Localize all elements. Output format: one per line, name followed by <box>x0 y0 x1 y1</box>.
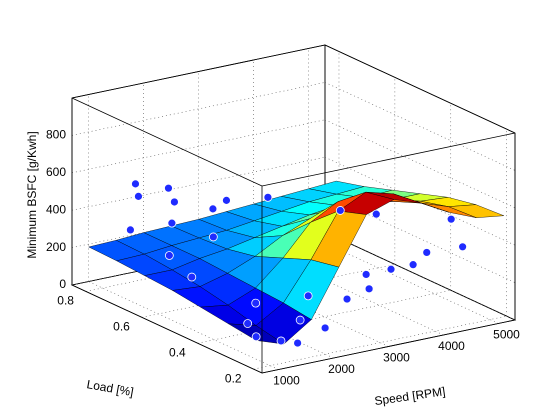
grid-line <box>324 194 516 283</box>
scatter-point <box>293 338 303 348</box>
box-edge <box>261 319 516 374</box>
x-tick-label: 5000 <box>493 328 520 342</box>
box-edge <box>71 44 326 99</box>
scatter-point <box>364 284 374 294</box>
scatter-point <box>263 192 273 202</box>
scatter-point <box>208 232 218 242</box>
y-tick-label: 0.8 <box>57 294 74 308</box>
x-axis-label: Speed [RPM] <box>374 384 447 408</box>
z-tick-label: 400 <box>46 202 66 216</box>
box-edge <box>71 97 263 187</box>
scatter-point <box>170 197 179 207</box>
scatter-point <box>408 260 418 270</box>
scatter-point <box>164 183 173 193</box>
scatter-point <box>134 191 143 201</box>
z-tick-label: 200 <box>46 240 66 254</box>
grid-line <box>324 231 516 321</box>
x-tick-label: 3000 <box>383 351 410 365</box>
scatter-point <box>303 291 313 301</box>
scatter-point <box>295 315 305 325</box>
y-tick-label: 0.6 <box>113 320 130 334</box>
x-tick-label: 2000 <box>328 362 355 376</box>
scatter-point <box>208 204 218 214</box>
z-axis-label: Minimum BSFC [g/Kwh] <box>25 131 39 258</box>
scatter-point <box>276 336 286 346</box>
scatter-point <box>446 214 456 224</box>
scatter-point <box>126 225 135 235</box>
z-tick-label: 0 <box>59 277 66 291</box>
scatter-point <box>187 272 197 282</box>
scatter-point <box>320 323 330 333</box>
box-edge <box>261 132 516 187</box>
grid-line <box>324 82 516 171</box>
z-tick-label: 800 <box>46 128 66 142</box>
x-tick-label: 4000 <box>438 339 465 353</box>
scatter-point <box>422 248 432 257</box>
scatter-point <box>243 319 253 328</box>
scatter-point <box>458 242 468 252</box>
box-edge <box>71 284 263 374</box>
grid-line <box>308 235 499 324</box>
grid-line <box>324 119 516 209</box>
y-tick-label: 0.2 <box>225 371 242 385</box>
z-tick-label: 600 <box>46 165 66 179</box>
side-wall-pane <box>324 44 516 321</box>
scatter-point <box>251 332 261 342</box>
scatter-point <box>361 270 371 279</box>
scatter-point <box>386 264 396 274</box>
x-tick-label: 1000 <box>273 374 300 388</box>
scatter-point <box>371 209 381 219</box>
scatter-point <box>164 251 174 260</box>
grid-line <box>88 281 279 370</box>
scatter-point <box>167 218 177 228</box>
scatter-point <box>335 206 345 215</box>
scatter-point <box>222 195 231 205</box>
scatter-point <box>342 294 352 304</box>
y-axis-label: Load [%] <box>86 377 135 399</box>
grid-line <box>253 246 444 336</box>
scatter-point <box>131 179 140 189</box>
box-edge <box>324 44 516 134</box>
scatter-point <box>251 298 261 308</box>
y-tick-label: 0.4 <box>169 345 186 359</box>
